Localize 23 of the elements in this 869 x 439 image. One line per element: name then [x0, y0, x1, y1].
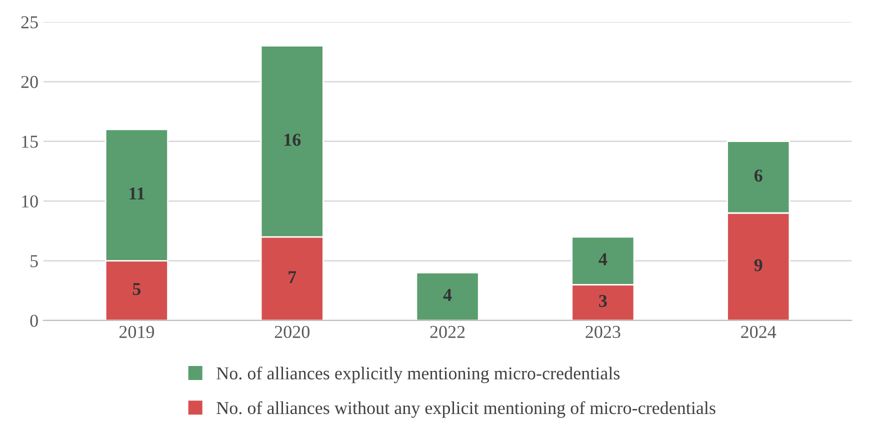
- legend-label: No. of alliances without any explicit mentioning of micro-credentials: [216, 401, 716, 418]
- x-tick-label: 2022: [430, 326, 465, 338]
- y-tick-label: 10: [22, 195, 38, 208]
- data-label: 4: [443, 289, 452, 301]
- data-label: 5: [132, 283, 141, 296]
- bar: [416, 272, 480, 320]
- y-tick-label: 15: [22, 136, 38, 148]
- x-tick-label: 2020: [274, 326, 310, 338]
- data-label: 3: [599, 294, 607, 308]
- y-tick-label: 0: [30, 314, 38, 327]
- data-label: 6: [754, 170, 762, 182]
- data-label: 7: [288, 271, 296, 284]
- data-label: 11: [130, 188, 144, 200]
- data-label: 4: [598, 253, 608, 266]
- x-tick-label: 2019: [119, 326, 154, 338]
- data-label: 16: [284, 134, 301, 146]
- y-tick-label: 20: [21, 76, 38, 88]
- x-tick-label: 2024: [741, 326, 776, 338]
- legend-label: No. of alliances explicitly mentioning micro-credentials: [216, 366, 620, 384]
- data-label: 9: [754, 259, 762, 272]
- y-tick-label: 25: [21, 16, 38, 28]
- x-tick-label: 2023: [586, 326, 620, 338]
- y-tick-label: 5: [30, 255, 38, 268]
